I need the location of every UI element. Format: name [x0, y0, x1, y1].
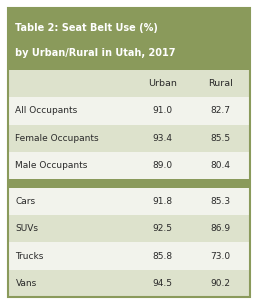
Bar — [8, 215, 250, 242]
Text: SUVs: SUVs — [15, 224, 38, 233]
Text: 85.3: 85.3 — [211, 197, 231, 206]
Text: 90.2: 90.2 — [211, 279, 231, 288]
Text: 93.4: 93.4 — [152, 134, 172, 142]
Text: by Urban/Rural in Utah, 2017: by Urban/Rural in Utah, 2017 — [15, 47, 176, 58]
Text: 85.8: 85.8 — [152, 252, 172, 261]
Bar — [8, 70, 250, 97]
Text: 80.4: 80.4 — [211, 161, 231, 170]
Text: All Occupants: All Occupants — [15, 106, 78, 116]
Text: Vans: Vans — [15, 279, 37, 288]
Text: Urban: Urban — [148, 79, 177, 88]
Bar — [8, 8, 250, 70]
Text: Table 2: Seat Belt Use (%): Table 2: Seat Belt Use (%) — [15, 22, 158, 32]
Text: Rural: Rural — [208, 79, 233, 88]
Text: 91.0: 91.0 — [152, 106, 172, 116]
Text: Female Occupants: Female Occupants — [15, 134, 99, 142]
Bar — [8, 152, 250, 179]
Text: 85.5: 85.5 — [211, 134, 231, 142]
Bar — [8, 179, 250, 188]
Text: 86.9: 86.9 — [211, 224, 231, 233]
Text: 73.0: 73.0 — [211, 252, 231, 261]
Text: Male Occupants: Male Occupants — [15, 161, 88, 170]
Bar — [8, 270, 250, 297]
Bar — [8, 124, 250, 152]
Text: Cars: Cars — [15, 197, 36, 206]
Bar — [8, 97, 250, 124]
Text: 91.8: 91.8 — [152, 197, 172, 206]
Bar — [8, 242, 250, 270]
Text: 82.7: 82.7 — [211, 106, 231, 116]
Text: 92.5: 92.5 — [152, 224, 172, 233]
Text: 94.5: 94.5 — [152, 279, 172, 288]
Bar — [8, 188, 250, 215]
Text: Trucks: Trucks — [15, 252, 44, 261]
Text: 89.0: 89.0 — [152, 161, 172, 170]
